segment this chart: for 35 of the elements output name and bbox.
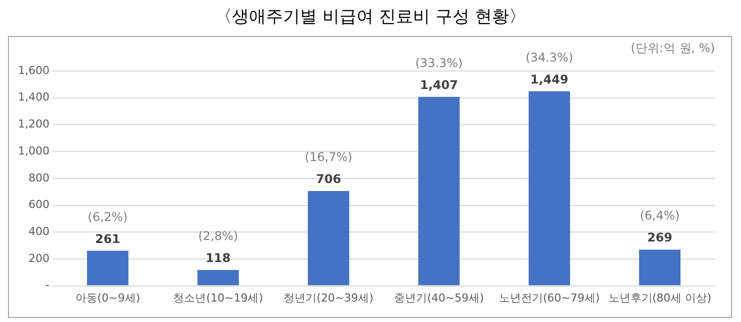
annotation: (6,2%) <box>88 210 128 224</box>
y-tick-label: 1,200 <box>18 118 50 131</box>
data-label: 1,407 <box>420 78 458 92</box>
annotation: (34.3%) <box>526 50 574 64</box>
chart-title: 〈생애주기별 비급여 진료비 구성 현황〉 <box>214 6 527 29</box>
y-tick-label: 400 <box>28 224 50 238</box>
data-label: 261 <box>95 232 120 246</box>
bar <box>528 91 570 286</box>
y-tick-label: 1,600 <box>18 64 50 77</box>
y-tick-label: 1,000 <box>18 144 50 158</box>
bar <box>86 250 128 286</box>
y-tick-label: 800 <box>28 171 50 184</box>
y-tick-label: - <box>46 278 50 292</box>
annotation: (6,4%) <box>640 208 680 223</box>
bar <box>418 96 460 286</box>
x-tick-label: 아동(0~9세) <box>75 291 140 304</box>
text: (단위:억 원, %) <box>630 41 715 55</box>
y-tick-label: 600 <box>28 198 50 212</box>
x-tick-label: 중년기(40~59세) <box>394 291 484 304</box>
bar <box>197 270 239 286</box>
y-tick-label: 1,400 <box>18 90 50 104</box>
x-tick-label: 노년전기(60~79세) <box>498 291 600 304</box>
bar <box>308 191 350 286</box>
data-label: 706 <box>316 172 342 186</box>
annotation: (16,7%) <box>304 150 352 164</box>
y-tick-label: 200 <box>28 252 50 265</box>
bar <box>639 250 680 286</box>
data-label: 1,449 <box>530 72 568 86</box>
annotation: (2,8%) <box>198 228 238 243</box>
annotation: (33.3%) <box>415 56 463 70</box>
data-label: 269 <box>647 230 672 245</box>
data-label: 118 <box>206 250 231 265</box>
x-tick-label: 청소년(10~19세) <box>173 291 264 304</box>
x-tick-label: 청년기(20~39세) <box>284 291 374 304</box>
x-tick-label: 노년후기(80세 이상) <box>608 291 712 304</box>
